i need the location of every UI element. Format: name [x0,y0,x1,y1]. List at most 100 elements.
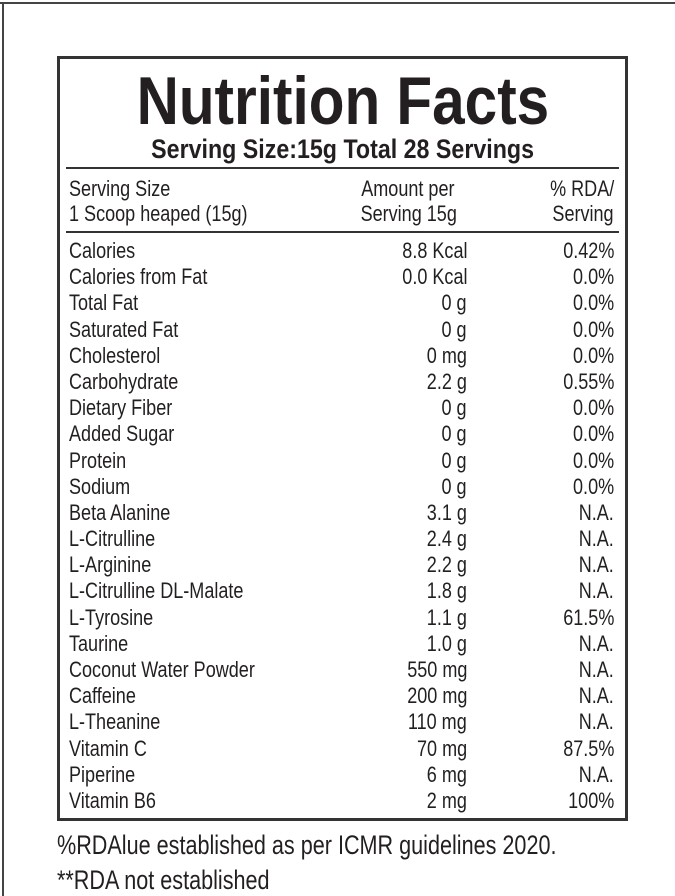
header-serving-size: Serving Size 1 Scoop heaped (15g) [69,176,248,226]
table-row: Piperine 6 mg N.A. [60,762,625,788]
nutrient-amount: 0 g [441,316,467,342]
nutrient-rda: N.A. [578,578,614,604]
nutrient-amount: 70 mg [416,735,467,761]
frame-border-left [2,2,4,896]
nutrient-amount: 6 mg [426,761,467,787]
label-subtitle: Serving Size:15g Total 28 Servings [151,134,534,164]
nutrient-name: L-Citrulline DL-Malate [69,578,244,604]
nutrient-amount: 2.4 g [426,526,467,552]
header-amount: Amount per Serving 15g [360,176,457,226]
nutrient-rda: 0.0% [572,421,614,447]
table-row: Carbohydrate 2.2 g 0.55% [60,369,625,395]
nutrient-amount: 1.8 g [426,578,467,604]
nutrient-amount: 8.8 Kcal [401,238,467,263]
nutrient-name: Beta Alanine [69,499,171,525]
nutrient-amount: 3.1 g [426,499,467,525]
nutrient-name: Vitamin B6 [69,787,156,813]
table-row: Added Sugar 0 g 0.0% [60,421,625,447]
nutrition-label: Nutrition Facts Serving Size:15g Total 2… [57,56,628,821]
nutrient-name: Total Fat [69,290,139,316]
nutrient-amount: 0.0 Kcal [401,264,467,290]
header-rda: % RDA/ Serving [549,176,614,226]
table-row: Sodium 0 g 0.0% [60,474,625,500]
nutrient-name: L-Citrulline [69,526,156,552]
nutrient-rda: N.A. [578,630,614,656]
nutrient-name: Added Sugar [69,421,175,447]
nutrient-name: Protein [69,447,127,473]
table-row: Taurine 1.0 g N.A. [60,631,625,657]
nutrient-rda: 100% [567,787,614,813]
nutrient-name: Carbohydrate [69,368,179,394]
table-row: Cholesterol 0 mg 0.0% [60,343,625,369]
nutrient-rda: N.A. [578,552,614,578]
table-row: Dietary Fiber 0 g 0.0% [60,395,625,421]
nutrient-rda: 0.0% [572,447,614,473]
nutrient-amount: 0 g [441,473,467,499]
table-row: L-Tyrosine 1.1 g 61.5% [60,605,625,631]
table-row: L-Citrulline 2.4 g N.A. [60,526,625,552]
nutrient-name: Coconut Water Powder [69,657,255,682]
nutrient-rda: N.A. [578,761,614,787]
nutrient-rda: 0.0% [572,264,614,290]
nutrient-amount: 0 g [441,447,467,473]
nutrient-name: Piperine [69,761,136,787]
nutrient-rda: 0.55% [562,368,614,394]
divider [66,167,619,169]
table-row: Protein 0 g 0.0% [60,448,625,474]
nutrient-rda: 0.0% [572,395,614,421]
nutrient-name: Calories from Fat [69,264,208,290]
nutrient-rda: N.A. [578,499,614,525]
table-row: Total Fat 0 g 0.0% [60,290,625,316]
nutrient-amount: 0 g [441,395,467,421]
table-row: Vitamin C 70 mg 87.5% [60,736,625,762]
nutrient-amount: 1.1 g [426,604,467,630]
footnote-rda: %RDAlue established as per ICMR guidelin… [57,830,557,860]
nutrient-rda: 87.5% [562,735,614,761]
table-row: Beta Alanine 3.1 g N.A. [60,500,625,526]
nutrient-name: Sodium [69,473,131,499]
nutrient-rda: N.A. [578,526,614,552]
nutrient-amount: 0 mg [426,342,467,368]
nutrient-amount: 1.0 g [426,630,467,656]
table-row: Caffeine 200 mg N.A. [60,683,625,709]
nutrient-name: Saturated Fat [69,316,179,342]
nutrient-amount: 550 mg [406,657,467,682]
nutrient-rda: 0.0% [572,473,614,499]
nutrient-name: L-Theanine [69,709,161,735]
nutrient-amount: 200 mg [406,683,467,709]
nutrient-amount: 2.2 g [426,368,467,394]
label-title: Nutrition Facts [136,63,549,139]
nutrient-name: L-Tyrosine [69,604,154,630]
table-row: L-Citrulline DL-Malate 1.8 g N.A. [60,578,625,604]
footnote-not-established: **RDA not established [57,865,270,895]
nutrient-rda: N.A. [578,709,614,735]
nutrient-rda: 0.0% [572,342,614,368]
nutrient-amount: 2.2 g [426,552,467,578]
nutrient-name: Vitamin C [69,735,147,761]
nutrient-rda: 61.5% [562,604,614,630]
table-row: L-Theanine 110 mg N.A. [60,709,625,735]
divider [66,231,619,233]
nutrient-name: Calories [69,238,136,263]
nutrient-amount: 0 g [441,290,467,316]
table-row: Coconut Water Powder 550 mg N.A. [60,657,625,683]
nutrient-name: Cholesterol [69,342,161,368]
nutrient-name: Caffeine [69,683,136,709]
nutrient-table: Calories 8.8 Kcal 0.42% Calories from Fat 0.… [60,238,625,814]
table-row: Vitamin B6 2 mg 100% [60,788,625,814]
table-row: Calories 8.8 Kcal 0.42% [60,238,625,264]
nutrient-rda: N.A. [578,657,614,682]
nutrient-rda: 0.0% [572,316,614,342]
nutrient-amount: 110 mg [408,709,467,735]
table-row: L-Arginine 2.2 g N.A. [60,552,625,578]
table-row: Calories from Fat 0.0 Kcal 0.0% [60,264,625,290]
table-row: Saturated Fat 0 g 0.0% [60,317,625,343]
frame-border-top [0,2,675,4]
nutrient-amount: 2 mg [426,787,467,813]
nutrient-rda: 0.0% [572,290,614,316]
nutrient-name: L-Arginine [69,552,152,578]
nutrient-name: Taurine [69,630,129,656]
nutrient-rda: N.A. [578,683,614,709]
nutrient-name: Dietary Fiber [69,395,173,421]
nutrient-amount: 0 g [441,421,467,447]
